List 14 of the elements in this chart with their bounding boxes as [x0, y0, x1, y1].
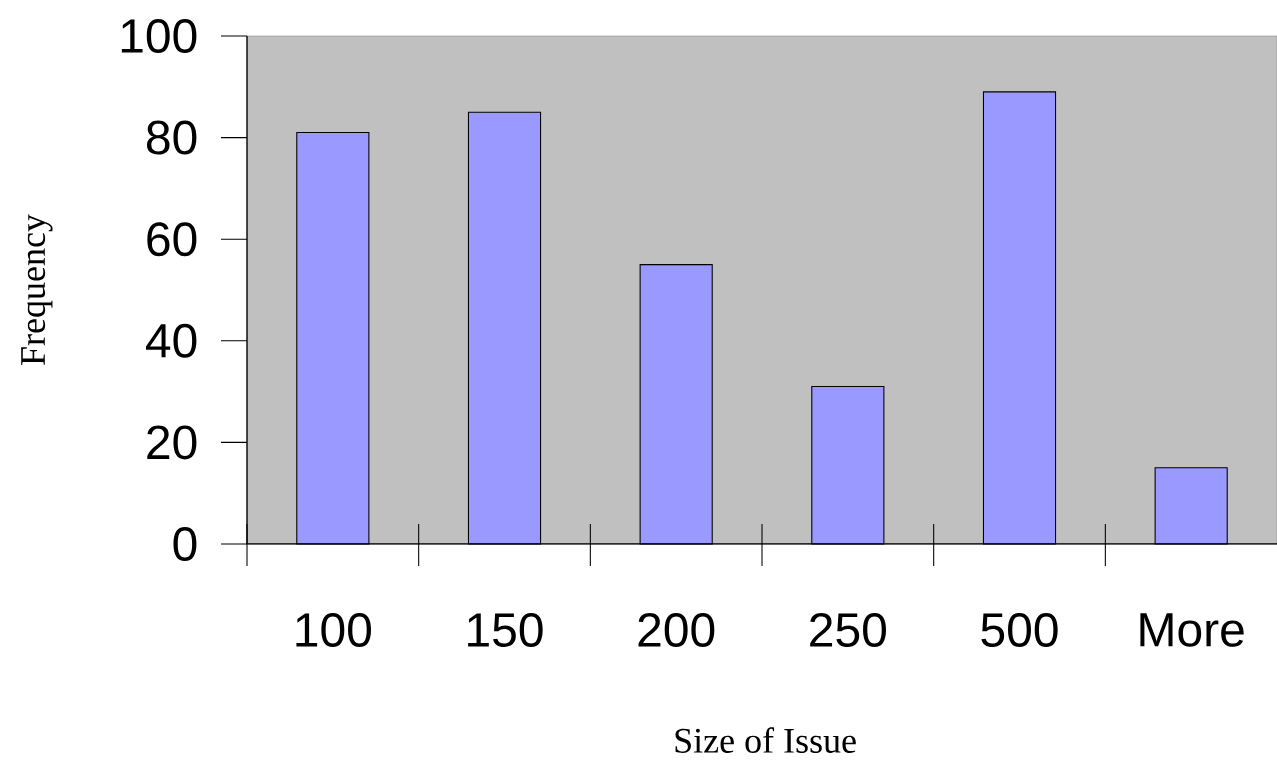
- x-tick-label: 100: [296, 613, 371, 647]
- x-tick-label: 500: [981, 613, 1058, 647]
- x-axis-title: Size of Issue: [675, 727, 856, 753]
- x-tick-label: More: [1140, 613, 1244, 647]
- y-tick-label: 40: [146, 323, 197, 358]
- x-tick-label: 250: [810, 613, 886, 647]
- y-tick-label: 80: [146, 120, 197, 155]
- x-tick-label: 200: [638, 613, 715, 647]
- y-tick-label: 100: [121, 19, 197, 53]
- y-tick-label: 60: [147, 222, 197, 257]
- x-tick-label: 150: [468, 613, 543, 647]
- y-tick-label: 20: [147, 425, 197, 460]
- y-axis-title: Frequency: [21, 214, 53, 365]
- y-tick-label: 0: [173, 527, 197, 561]
